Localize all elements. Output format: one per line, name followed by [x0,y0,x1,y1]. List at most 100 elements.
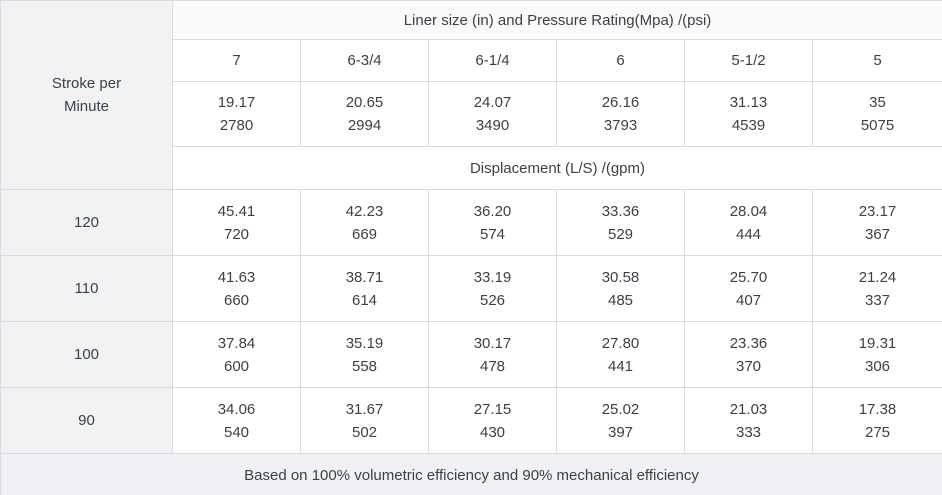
displacement-lps: 25.70 [729,268,768,286]
displacement-cell: 27.15 430 [428,387,557,454]
displacement-lps: 27.15 [473,400,512,418]
pressure-psi: 2994 [347,117,382,134]
displacement-cell: 21.24 337 [812,255,942,322]
displacement-lps: 23.36 [729,334,768,352]
displacement-cell: 45.41 720 [172,189,301,256]
pressure-mpa: 24.07 [473,94,512,111]
pressure-psi: 2780 [219,117,254,134]
liner-size-pressure-header: Liner size (in) and Pressure Rating(Mpa)… [172,0,942,40]
displacement-lps: 33.19 [473,268,512,286]
displacement-cell: 34.06 540 [172,387,301,454]
displacement-lps: 28.04 [729,202,768,220]
liner-size-value: 5 [812,39,942,82]
table-row-spm-110: 110 41.63 660 38.71 614 33.19 526 30.58 … [0,255,942,322]
displacement-header: Displacement (L/S) /(gpm) [172,146,942,190]
pressure-rating-cell: 19.17 2780 [172,81,301,147]
displacement-cell: 35.19 558 [300,321,429,388]
displacement-gpm: 529 [607,225,634,243]
pressure-rating-cell: 26.16 3793 [556,81,685,147]
pressure-psi: 3490 [475,117,510,134]
displacement-gpm: 558 [351,357,378,375]
displacement-gpm: 478 [479,357,506,375]
displacement-lps: 37.84 [217,334,256,352]
displacement-cell: 23.17 367 [812,189,942,256]
displacement-lps: 27.80 [601,334,640,352]
spm-row-label: 110 [0,255,173,322]
displacement-lps: 45.41 [217,202,256,220]
displacement-gpm: 485 [607,291,634,309]
table-row-spm-90: 90 34.06 540 31.67 502 27.15 430 25.02 3… [0,387,942,454]
displacement-gpm: 600 [223,357,250,375]
displacement-lps: 42.23 [345,202,384,220]
displacement-lps: 30.17 [473,334,512,352]
displacement-gpm: 370 [735,357,762,375]
displacement-cell: 23.36 370 [684,321,813,388]
footnote-text: Based on 100% volumetric efficiency and … [0,453,942,495]
table-row-spm-120: 120 45.41 720 42.23 669 36.20 574 33.36 … [0,189,942,256]
displacement-gpm: 306 [864,357,891,375]
displacement-gpm: 333 [735,423,762,441]
pressure-rating-cell: 35 5075 [812,81,942,147]
displacement-gpm: 526 [479,291,506,309]
liner-size-value: 6-3/4 [300,39,429,82]
displacement-gpm: 444 [735,225,762,243]
displacement-gpm: 397 [607,423,634,441]
displacement-cell: 38.71 614 [300,255,429,322]
displacement-lps: 17.38 [858,400,897,418]
displacement-gpm: 540 [223,423,250,441]
displacement-lps: 41.63 [217,268,256,286]
pressure-rating-cell: 20.65 2994 [300,81,429,147]
displacement-cell: 21.03 333 [684,387,813,454]
displacement-cell: 25.70 407 [684,255,813,322]
displacement-gpm: 337 [864,291,891,309]
pressure-psi: 4539 [731,117,766,134]
pressure-rating-cell: 31.13 4539 [684,81,813,147]
displacement-lps: 19.31 [858,334,897,352]
displacement-gpm: 669 [351,225,378,243]
displacement-cell: 30.58 485 [556,255,685,322]
displacement-lps: 31.67 [345,400,384,418]
displacement-lps: 21.24 [858,268,897,286]
displacement-gpm: 614 [351,291,378,309]
displacement-cell: 37.84 600 [172,321,301,388]
displacement-cell: 33.36 529 [556,189,685,256]
displacement-cell: 42.23 669 [300,189,429,256]
liner-size-value: 6-1/4 [428,39,557,82]
liner-size-value: 5-1/2 [684,39,813,82]
displacement-band-row: Displacement (L/S) /(gpm) [1,146,942,190]
displacement-cell: 41.63 660 [172,255,301,322]
displacement-cell: 25.02 397 [556,387,685,454]
header-band-row: Stroke per Minute Liner size (in) and Pr… [0,0,942,190]
displacement-cell: 28.04 444 [684,189,813,256]
displacement-cell: 27.80 441 [556,321,685,388]
displacement-lps: 33.36 [601,202,640,220]
pressure-mpa: 20.65 [345,94,384,111]
displacement-cell: 31.67 502 [300,387,429,454]
displacement-lps: 38.71 [345,268,384,286]
displacement-gpm: 574 [479,225,506,243]
pressure-mpa: 26.16 [601,94,640,111]
displacement-gpm: 660 [223,291,250,309]
displacement-lps: 30.58 [601,268,640,286]
displacement-gpm: 720 [223,225,250,243]
displacement-lps: 25.02 [601,400,640,418]
pressure-mpa: 19.17 [217,94,256,111]
displacement-lps: 21.03 [729,400,768,418]
stroke-per-minute-label: Stroke per Minute [51,75,122,115]
liner-size-value: 6 [556,39,685,82]
liner-size-value: 7 [172,39,301,82]
spm-row-label: 120 [0,189,173,256]
displacement-gpm: 502 [351,423,378,441]
stroke-per-minute-header: Stroke per Minute [0,0,173,190]
displacement-lps: 35.19 [345,334,384,352]
pressure-psi: 3793 [603,117,638,134]
pressure-mpa: 31.13 [729,94,768,111]
displacement-cell: 19.31 306 [812,321,942,388]
spm-row-label: 90 [0,387,173,454]
displacement-gpm: 430 [479,423,506,441]
pressure-psi: 5075 [860,117,895,134]
pressure-mpa: 35 [869,94,886,111]
displacement-gpm: 441 [607,357,634,375]
spm-row-label: 100 [0,321,173,388]
